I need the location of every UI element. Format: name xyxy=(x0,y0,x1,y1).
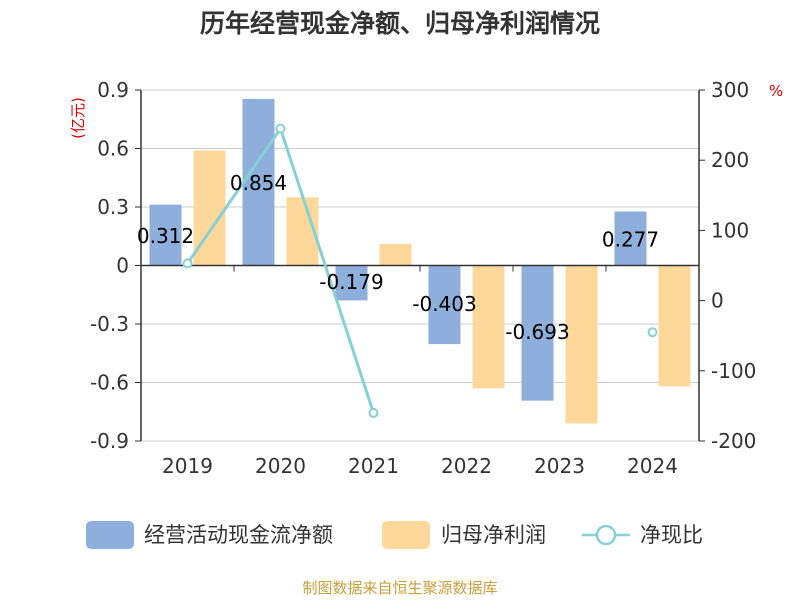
x-tick-label: 2021 xyxy=(348,454,399,478)
data-label-cash-flow: -0.403 xyxy=(412,292,476,316)
data-label-cash-flow: 0.312 xyxy=(137,224,194,248)
bar-net-profit xyxy=(472,265,505,389)
left-tick-label: 0 xyxy=(116,254,129,278)
left-tick-label: -0.9 xyxy=(90,429,129,453)
legend-label-net-profit: 归母净利润 xyxy=(441,523,546,547)
legend-swatch-cash-flow xyxy=(86,521,134,549)
right-tick-label: 200 xyxy=(711,148,749,172)
data-label-cash-flow: -0.179 xyxy=(319,270,383,294)
bar-net-profit xyxy=(658,265,691,387)
right-tick-label: 0 xyxy=(711,289,724,313)
left-tick-label: 0.6 xyxy=(97,137,129,161)
source-note: 制图数据来自恒生聚源数据库 xyxy=(302,579,497,597)
data-label-cash-flow: 0.854 xyxy=(230,171,287,195)
data-label-cash-flow: 0.277 xyxy=(602,227,659,251)
legend-label-ratio: 净现比 xyxy=(640,523,703,547)
legend-swatch-ratio-marker xyxy=(595,524,617,546)
left-tick-label: 0.3 xyxy=(97,195,129,219)
bar-cash-flow xyxy=(428,265,461,345)
bar-cash-flow xyxy=(614,211,647,266)
bar-cash-flow xyxy=(335,265,368,301)
x-tick-label: 2022 xyxy=(441,454,492,478)
left-tick-label: -0.3 xyxy=(90,312,129,336)
x-tick-label: 2023 xyxy=(534,454,585,478)
x-tick-label: 2020 xyxy=(255,454,306,478)
x-tick-label: 2019 xyxy=(162,454,213,478)
ratio-line xyxy=(182,123,658,418)
legend-label-cash-flow: 经营活动现金流净额 xyxy=(144,523,333,547)
bar-net-profit xyxy=(565,265,598,424)
left-axis-unit: (亿元) xyxy=(69,97,87,139)
chart-title: 历年经营现金净额、归母净利润情况 xyxy=(200,9,600,38)
right-tick-label: -200 xyxy=(711,429,756,453)
legend-swatch-net-profit xyxy=(382,521,430,549)
bar-cash-flow xyxy=(242,98,275,266)
bars xyxy=(149,98,691,424)
right-tick-label: 300 xyxy=(711,78,749,102)
bar-cash-flow xyxy=(521,265,554,401)
ratio-point xyxy=(275,123,286,134)
right-axis-unit: % xyxy=(769,82,783,100)
legend: 经营活动现金流净额 归母净利润 净现比 xyxy=(86,521,703,549)
ratio-point xyxy=(182,258,193,269)
right-tick-label: -100 xyxy=(711,359,756,383)
right-tick-label: 100 xyxy=(711,218,749,242)
grid xyxy=(141,89,699,442)
data-labels: 0.312 0.854 -0.179 -0.403 -0.693 0.277 xyxy=(137,171,659,344)
bar-net-profit xyxy=(379,244,412,266)
axes: 0.9 0.6 0.3 0 -0.3 -0.6 -0.9 300 200 100 0 -100 -200… xyxy=(90,78,756,478)
ratio-point xyxy=(368,407,379,418)
left-tick-label: 0.9 xyxy=(97,78,129,102)
x-tick-label: 2024 xyxy=(627,454,678,478)
left-tick-label: -0.6 xyxy=(90,371,129,395)
ratio-point xyxy=(647,327,658,338)
data-label-cash-flow: -0.693 xyxy=(505,320,569,344)
bar-cash-flow xyxy=(149,204,182,266)
